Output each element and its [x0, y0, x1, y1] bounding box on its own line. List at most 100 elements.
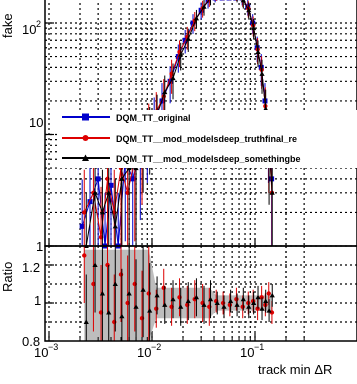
data-point-series-0 — [190, 20, 196, 26]
legend-label-original: DQM_TT_original — [116, 113, 191, 123]
svg-text:−3: −3 — [48, 342, 58, 352]
ratio-tick-label-1.2: 1.2 — [22, 260, 40, 275]
ratio-point-series-1 — [92, 262, 98, 267]
x-axis-label: track min ΔR — [258, 362, 332, 377]
ratio-point-series-1 — [221, 304, 227, 309]
legend-label-somethingbe: DQM_TT__mod_modelsdeep_somethingbe — [116, 154, 301, 164]
ratio-point-series-1 — [240, 296, 246, 302]
ratio-point-series-1 — [214, 300, 220, 305]
legend-entry-original: DQM_TT_original — [62, 113, 191, 123]
data-point-series-0 — [167, 78, 173, 84]
data-point-series-0 — [212, 0, 218, 1]
ratio-point-series-0 — [246, 300, 251, 306]
data-point-series-2 — [170, 75, 176, 81]
legend-entry-truthfinal: DQM_TT__mod_modelsdeep_truthfinal_re — [62, 134, 297, 144]
y-tick-label-100-exp: 2 — [36, 19, 41, 29]
ratio-uncertainty-band — [84, 249, 272, 341]
series-line-2 — [85, 0, 273, 247]
data-point-series-0 — [130, 176, 136, 182]
data-point-series-2 — [251, 25, 257, 31]
ratio-point-series-1 — [201, 302, 207, 307]
data-point-series-2 — [119, 176, 125, 181]
ratio-point-series-1 — [185, 298, 191, 304]
ratio-point-series-1 — [147, 308, 153, 313]
ratio-point-series-1 — [246, 304, 252, 309]
axis-ticks — [45, 22, 305, 342]
y-axis-label-ratio: Ratio — [0, 262, 15, 292]
data-point-series-0 — [219, 0, 225, 1]
svg-text:10: 10 — [137, 345, 151, 360]
data-point-series-2 — [255, 49, 261, 54]
ratio-point-series-1 — [162, 302, 168, 307]
legend-entry-somethingbe: DQM_TT__mod_modelsdeep_somethingbe — [62, 154, 301, 164]
ratio-point-series-1 — [112, 281, 118, 286]
ratio-point-series-1 — [99, 290, 106, 296]
ratio-point-series-0 — [118, 272, 124, 277]
data-point-series-2 — [106, 190, 112, 195]
ratio-point-series-1 — [126, 290, 132, 296]
data-point-series-2 — [193, 15, 200, 21]
ratio-point-series-0 — [240, 304, 245, 309]
ratio-point-series-1 — [119, 313, 125, 319]
ratio-panel-grid — [45, 246, 357, 341]
x-tick-label-0.001: 10 −3 — [34, 342, 58, 360]
data-point-series-2 — [178, 52, 184, 57]
ratio-point-series-1 — [259, 306, 265, 311]
data-point-series-0 — [226, 0, 232, 1]
legend-marker-somethingbe — [82, 154, 89, 161]
y-axis-label-top: fake — [0, 13, 15, 38]
svg-text:10: 10 — [240, 345, 254, 360]
ratio-point-series-1 — [193, 294, 200, 300]
ratio-point-series-1 — [207, 296, 214, 302]
svg-text:−2: −2 — [151, 342, 161, 352]
ratio-point-series-1 — [178, 304, 184, 309]
ratio-point-series-0 — [234, 297, 239, 302]
ratio-point-series-1 — [251, 300, 257, 305]
data-point-series-2 — [185, 36, 191, 41]
data-point-series-2 — [162, 89, 168, 95]
data-point-series-2 — [92, 190, 98, 195]
ratio-point-series-0 — [112, 319, 117, 325]
svg-text:−1: −1 — [254, 342, 264, 352]
ratio-point-series-1 — [106, 309, 112, 315]
data-point-series-2 — [259, 71, 265, 76]
data-point-series-0 — [79, 223, 85, 229]
data-point-series-2 — [99, 209, 106, 215]
data-point-series-2 — [269, 190, 275, 195]
data-point-series-2 — [240, 0, 246, 3]
ratio-point-series-1 — [133, 304, 139, 309]
x-tick-label-0.1: 10 −1 — [240, 342, 264, 360]
data-point-series-2 — [246, 7, 252, 13]
ratio-panel-data — [82, 246, 275, 341]
ratio-point-series-0 — [227, 302, 233, 308]
y-tick-label-10: 10 — [29, 115, 43, 130]
ratio-point-series-1 — [266, 308, 272, 313]
ratio-point-series-0 — [266, 291, 271, 296]
ratio-point-series-1 — [83, 319, 89, 324]
ratio-point-series-1 — [255, 294, 261, 300]
y-tick-label-100: 10 — [22, 22, 36, 37]
ratio-point-series-1 — [170, 296, 176, 302]
ratio-point-series-1 — [154, 292, 160, 298]
ratio-tick-label-0.8: 0.8 — [22, 334, 40, 349]
data-point-series-0 — [95, 176, 101, 182]
ratio-point-series-0 — [146, 291, 151, 296]
ratio-point-series-1 — [228, 298, 234, 304]
ratio-point-series-0 — [154, 306, 159, 311]
ratio-tick-label-1: 1 — [34, 293, 41, 308]
data-point-series-0 — [108, 182, 114, 188]
x-tick-label-0.01: 10 −2 — [137, 342, 161, 360]
ratio-point-series-0 — [82, 253, 87, 258]
svg-text:10: 10 — [34, 345, 48, 360]
data-point-series-2 — [263, 106, 269, 111]
ratio-point-series-0 — [220, 300, 226, 306]
ratio-point-series-0 — [161, 285, 166, 290]
ratio-point-series-1 — [140, 287, 146, 292]
ratio-point-series-1 — [269, 292, 275, 298]
data-point-series-0 — [233, 0, 239, 1]
data-point-series-2 — [112, 223, 118, 229]
ratio-point-series-1 — [263, 298, 269, 304]
data-point-series-2 — [201, 4, 207, 9]
legend: DQM_TT_original DQM_TT__mod_modelsdeep_t… — [58, 110, 357, 168]
